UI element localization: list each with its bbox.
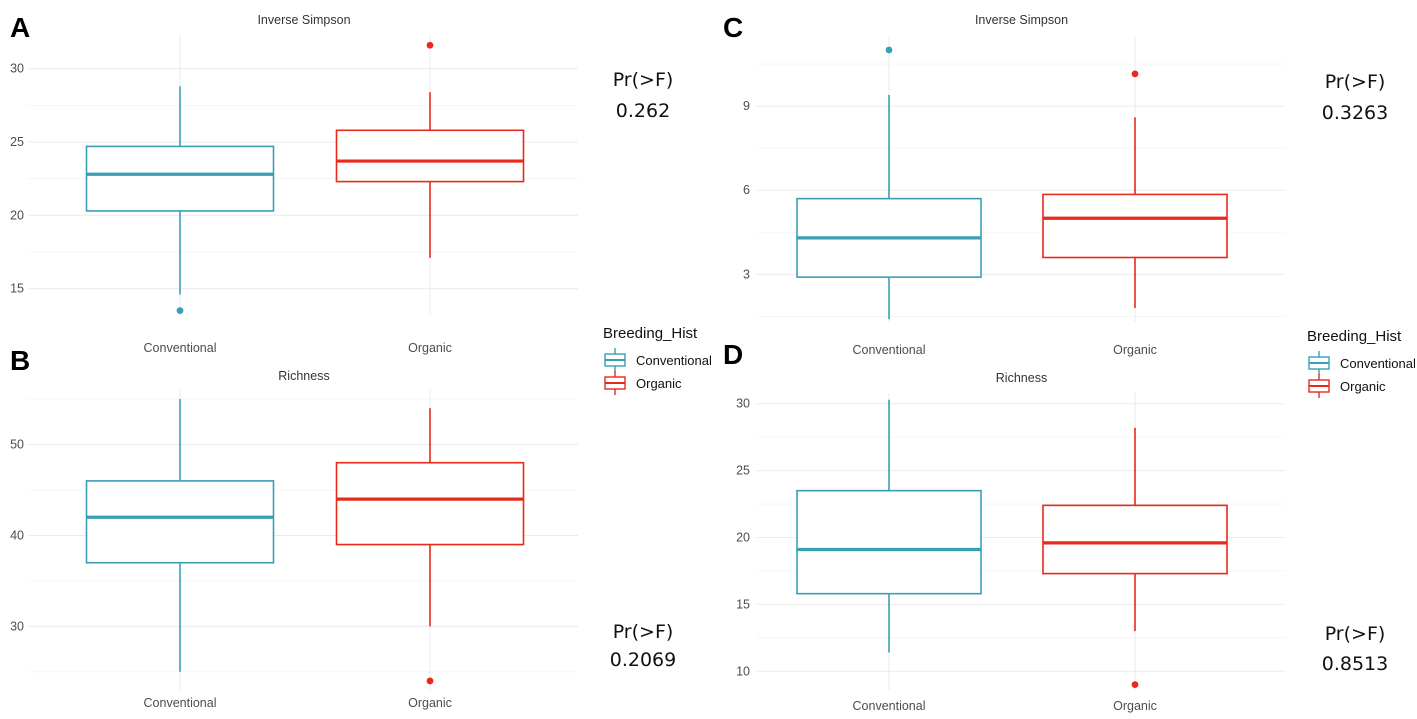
panel-title: Richness [996, 371, 1047, 385]
legend-item-label: Organic [636, 376, 682, 391]
legend-item-label: Organic [1340, 379, 1386, 394]
y-tick-label: 15 [736, 597, 750, 611]
y-tick-label: 20 [10, 208, 24, 222]
legend-title: Breeding_Hist [1307, 328, 1402, 345]
box-conventional [796, 46, 982, 320]
outlier-point [426, 677, 434, 685]
panel-title: Inverse Simpson [975, 13, 1068, 27]
panel-title: Richness [278, 369, 329, 383]
y-tick-label: 30 [10, 62, 24, 76]
y-tick-label: 40 [10, 528, 24, 542]
x-tick-label: Organic [408, 696, 452, 710]
y-tick-label: 10 [736, 664, 750, 678]
box-conventional [85, 399, 275, 672]
legend-key-organic [604, 371, 626, 395]
stat-value: 0.2069 [610, 649, 676, 671]
legend-key-conventional [604, 348, 626, 372]
y-tick-label: 50 [10, 438, 24, 452]
legend-left: Breeding_Hist Conventional Organic [603, 325, 712, 395]
iqr-box [85, 145, 275, 212]
y-tick-label: 20 [736, 530, 750, 544]
stat-value: 0.8513 [1322, 653, 1388, 675]
stat-label: Pr(>F) [1325, 623, 1386, 645]
y-tick-label: 25 [10, 135, 24, 149]
legend-item-label: Conventional [636, 353, 712, 368]
outlier-point [426, 41, 434, 49]
x-tick-label: Conventional [144, 341, 217, 355]
stat-label: Pr(>F) [1325, 71, 1386, 93]
y-tick-label: 3 [743, 267, 750, 281]
panel-b: 30 40 50 Richness B Conventional Organic Pr(>F)… [10, 345, 676, 710]
stat-value: 0.3263 [1322, 102, 1388, 124]
x-tick-label: Conventional [853, 343, 926, 357]
panel-letter: A [10, 12, 30, 43]
x-tick-label: Conventional [144, 696, 217, 710]
box-conventional [85, 86, 275, 315]
y-tick-label: 15 [10, 282, 24, 296]
iqr-box [1042, 504, 1228, 575]
stat-value: 0.262 [616, 100, 670, 122]
outlier-point [1131, 70, 1139, 78]
y-tick-label: 30 [736, 397, 750, 411]
box-organic [1042, 427, 1228, 689]
x-tick-label: Organic [408, 341, 452, 355]
outlier-point [1131, 681, 1139, 689]
y-tick-label: 6 [743, 183, 750, 197]
panel-letter: D [723, 339, 743, 370]
iqr-box [85, 480, 275, 564]
y-tick-label: 25 [736, 464, 750, 478]
legend-key-organic [1308, 374, 1330, 398]
y-tick-label: 9 [743, 99, 750, 113]
stat-label: Pr(>F) [613, 621, 674, 643]
iqr-box [796, 489, 982, 595]
iqr-box [1042, 193, 1228, 259]
outlier-point [176, 307, 184, 315]
legend-title: Breeding_Hist [603, 325, 698, 342]
panel-d: 10 15 20 25 30 Richness D Conventional Organic Pr… [723, 339, 1388, 713]
outlier-point [885, 46, 893, 54]
x-tick-label: Conventional [853, 699, 926, 713]
panel-letter: B [10, 345, 30, 376]
stat-label: Pr(>F) [613, 69, 674, 91]
y-tick-label: 30 [10, 619, 24, 633]
box-conventional [796, 399, 982, 653]
panel-title: Inverse Simpson [257, 13, 350, 27]
panel-letter: C [723, 12, 743, 43]
box-organic [335, 41, 525, 258]
iqr-box [335, 129, 525, 183]
iqr-box [335, 461, 525, 546]
panel-c: 3 6 9 Inverse Simpson C Conventional Organic Pr… [723, 12, 1388, 357]
legend-item-label: Conventional [1340, 356, 1416, 371]
legend-key-conventional [1308, 351, 1330, 375]
legend-right: Breeding_Hist Conventional Organic [1307, 328, 1416, 398]
x-tick-label: Organic [1113, 699, 1157, 713]
panel-a: 15 20 25 30 Inverse Simpson A Conventional Orga… [10, 12, 673, 355]
box-organic [1042, 70, 1228, 308]
box-organic [335, 408, 525, 685]
x-tick-label: Organic [1113, 343, 1157, 357]
